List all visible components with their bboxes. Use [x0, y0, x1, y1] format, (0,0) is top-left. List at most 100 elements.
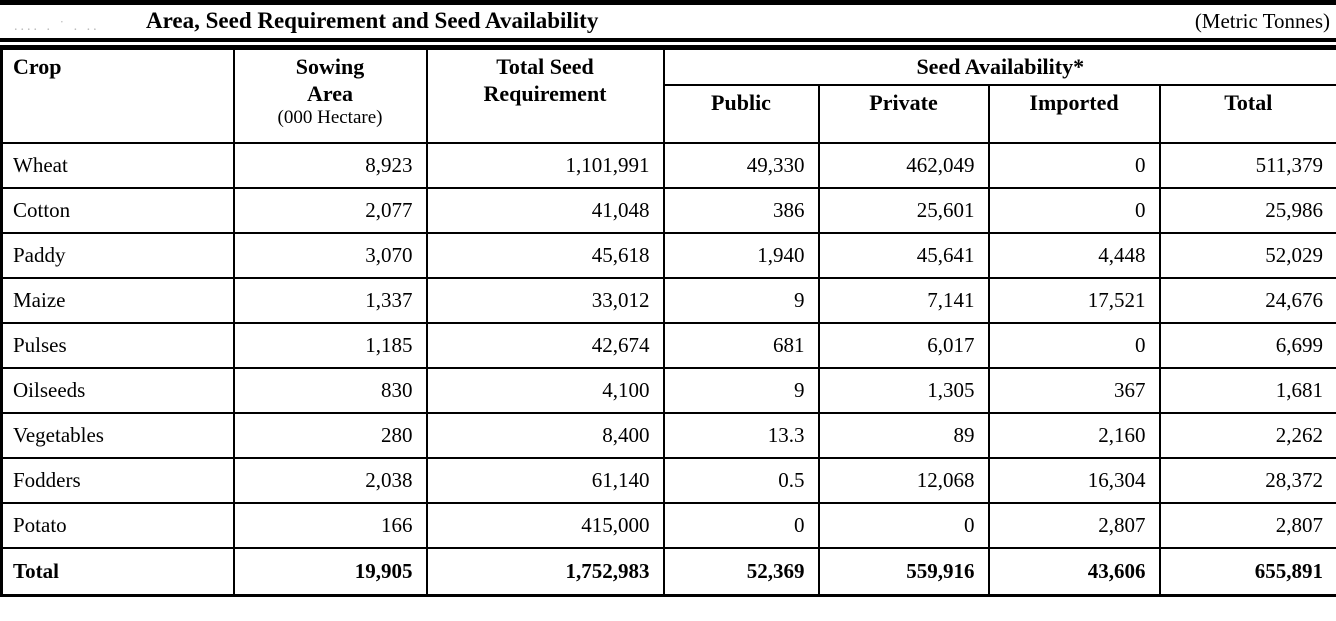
table-cell: 1,940	[662, 231, 820, 279]
table-cell: Cotton	[0, 186, 235, 234]
table-cell: 0	[817, 501, 990, 549]
table-cell: Vegetables	[0, 411, 235, 459]
table-row: Paddy 3,070 45,618 1,940 45,641 4,448 52…	[0, 231, 1336, 279]
table-cell: Total	[0, 546, 235, 597]
table-cell: 52,369	[662, 546, 820, 597]
table-cell: 0	[987, 321, 1161, 369]
table-cell: 8,923	[232, 141, 428, 189]
seed-availability-table: Crop Sowing Area (000 Hectare) Total See…	[0, 47, 1336, 597]
table-cell: 52,029	[1158, 231, 1336, 279]
table-body: Wheat 8,923 1,101,991 49,330 462,049 0 5…	[0, 141, 1336, 597]
table-cell: 45,641	[817, 231, 990, 279]
col-header-imported: Imported	[987, 83, 1161, 144]
sowing-line2: Area	[306, 81, 354, 106]
table-total-row: Total 19,905 1,752,983 52,369 559,916 43…	[0, 546, 1336, 597]
table-cell: Fodders	[0, 456, 235, 504]
table-cell: 7,141	[817, 276, 990, 324]
table-cell: 1,305	[817, 366, 990, 414]
table-cell: 6,699	[1158, 321, 1336, 369]
table-cell: 1,337	[232, 276, 428, 324]
table-cell: 0	[987, 141, 1161, 189]
table-cell: 43,606	[987, 546, 1161, 597]
table-cell: 28,372	[1158, 456, 1336, 504]
sowing-unit: (000 Hectare)	[277, 107, 383, 128]
table-cell: 61,140	[425, 456, 665, 504]
erased-caption-remnant: .... . ˙ . ..	[14, 19, 100, 34]
table-cell: Oilseeds	[0, 366, 235, 414]
table-cell: 4,100	[425, 366, 665, 414]
table-cell: 2,160	[987, 411, 1161, 459]
col-header-seed-requirement: Total Seed Requirement	[425, 47, 665, 144]
table-title-bar: .... . ˙ . .. Area, Seed Requirement and…	[0, 0, 1336, 38]
table-header: Crop Sowing Area (000 Hectare) Total See…	[0, 47, 1336, 144]
col-header-private: Private	[817, 83, 990, 144]
table-cell: 12,068	[817, 456, 990, 504]
table-cell: 655,891	[1158, 546, 1336, 597]
req-line1: Total Seed	[496, 54, 594, 79]
table-row: Vegetables 280 8,400 13.3 89 2,160 2,262	[0, 411, 1336, 459]
table-cell: 2,262	[1158, 411, 1336, 459]
table-cell: 511,379	[1158, 141, 1336, 189]
table-cell: Paddy	[0, 231, 235, 279]
table-cell: 1,681	[1158, 366, 1336, 414]
col-header-total: Total	[1158, 83, 1336, 144]
table-cell: 17,521	[987, 276, 1161, 324]
table-cell: 9	[662, 366, 820, 414]
table-cell: 3,070	[232, 231, 428, 279]
table-cell: 2,807	[987, 501, 1161, 549]
table-row: Pulses 1,185 42,674 681 6,017 0 6,699	[0, 321, 1336, 369]
table-cell: 2,038	[232, 456, 428, 504]
unit-label: (Metric Tonnes)	[1194, 9, 1330, 33]
table-cell: 49,330	[662, 141, 820, 189]
table-cell: 16,304	[987, 456, 1161, 504]
header-row-top: Crop Sowing Area (000 Hectare) Total See…	[0, 47, 1336, 144]
table-cell: 41,048	[425, 186, 665, 234]
table-cell: 415,000	[425, 501, 665, 549]
table-cell: 33,012	[425, 276, 665, 324]
table-cell: 2,077	[232, 186, 428, 234]
table-cell: 0	[987, 186, 1161, 234]
table-cell: 367	[987, 366, 1161, 414]
table-cell: 4,448	[987, 231, 1161, 279]
table-title: Area, Seed Requirement and Seed Availabi…	[146, 8, 599, 33]
table-cell: 1,752,983	[425, 546, 665, 597]
table-cell: 8,400	[425, 411, 665, 459]
double-rule-divider	[0, 38, 1336, 47]
table-cell: 19,905	[232, 546, 428, 597]
table-cell: 25,601	[817, 186, 990, 234]
table-cell: 1,101,991	[425, 141, 665, 189]
table-cell: 559,916	[817, 546, 990, 597]
table-cell: 89	[817, 411, 990, 459]
table-cell: 0.5	[662, 456, 820, 504]
table-cell: Pulses	[0, 321, 235, 369]
table-cell: 9	[662, 276, 820, 324]
col-header-seed-availability: Seed Availability*	[662, 47, 1336, 86]
col-header-sowing-area: Sowing Area (000 Hectare)	[232, 47, 428, 144]
sowing-line1: Sowing	[295, 54, 365, 79]
table-cell: 42,674	[425, 321, 665, 369]
table-row: Fodders 2,038 61,140 0.5 12,068 16,304 2…	[0, 456, 1336, 504]
table-cell: 462,049	[817, 141, 990, 189]
table-cell: 830	[232, 366, 428, 414]
table-cell: 681	[662, 321, 820, 369]
table-row: Cotton 2,077 41,048 386 25,601 0 25,986	[0, 186, 1336, 234]
table-row: Wheat 8,923 1,101,991 49,330 462,049 0 5…	[0, 141, 1336, 189]
table-cell: 6,017	[817, 321, 990, 369]
table-cell: Wheat	[0, 141, 235, 189]
table-cell: Potato	[0, 501, 235, 549]
table-cell: 386	[662, 186, 820, 234]
table-row: Oilseeds 830 4,100 9 1,305 367 1,681	[0, 366, 1336, 414]
col-header-public: Public	[662, 83, 820, 144]
table-cell: 1,185	[232, 321, 428, 369]
table-cell: 13.3	[662, 411, 820, 459]
header-row-sub: Public Private Imported Total	[2, 83, 1336, 144]
table-cell: 166	[232, 501, 428, 549]
table-row: Potato 166 415,000 0 0 2,807 2,807	[0, 501, 1336, 549]
table-row: Maize 1,337 33,012 9 7,141 17,521 24,676	[0, 276, 1336, 324]
table-cell: 45,618	[425, 231, 665, 279]
table-cell: 24,676	[1158, 276, 1336, 324]
table-cell: 25,986	[1158, 186, 1336, 234]
col-header-crop: Crop	[0, 47, 235, 144]
table-cell: Maize	[0, 276, 235, 324]
